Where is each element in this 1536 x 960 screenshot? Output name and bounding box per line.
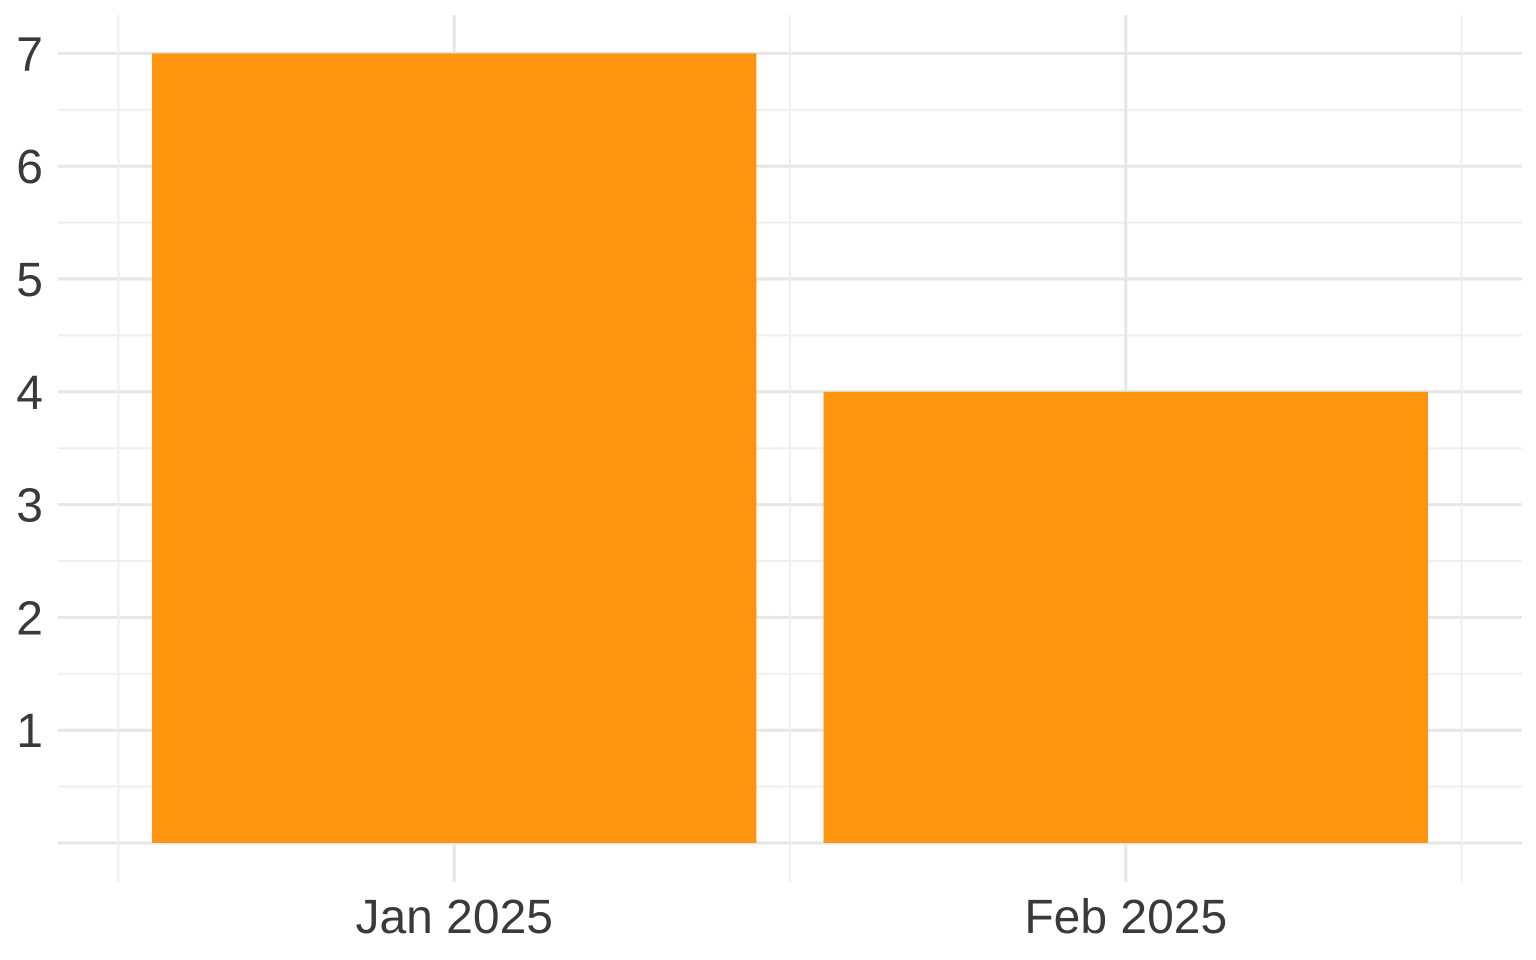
y-axis: 1 2 3 4 5 6 7 xyxy=(16,28,43,758)
x-axis: Jan 2025 Feb 2025 xyxy=(355,891,1227,944)
bar-jan-2025 xyxy=(152,53,757,843)
y-tick-label: 3 xyxy=(16,480,43,533)
x-tick-label: Jan 2025 xyxy=(355,891,553,944)
y-tick-label: 6 xyxy=(16,141,43,194)
y-tick-label: 7 xyxy=(16,28,43,81)
y-tick-label: 5 xyxy=(16,254,43,307)
y-tick-label: 1 xyxy=(16,705,43,758)
y-tick-label: 4 xyxy=(16,367,43,420)
bars xyxy=(152,53,1428,843)
bar-feb-2025 xyxy=(823,391,1428,843)
y-tick-label: 2 xyxy=(16,592,43,645)
x-tick-label: Feb 2025 xyxy=(1024,891,1227,944)
